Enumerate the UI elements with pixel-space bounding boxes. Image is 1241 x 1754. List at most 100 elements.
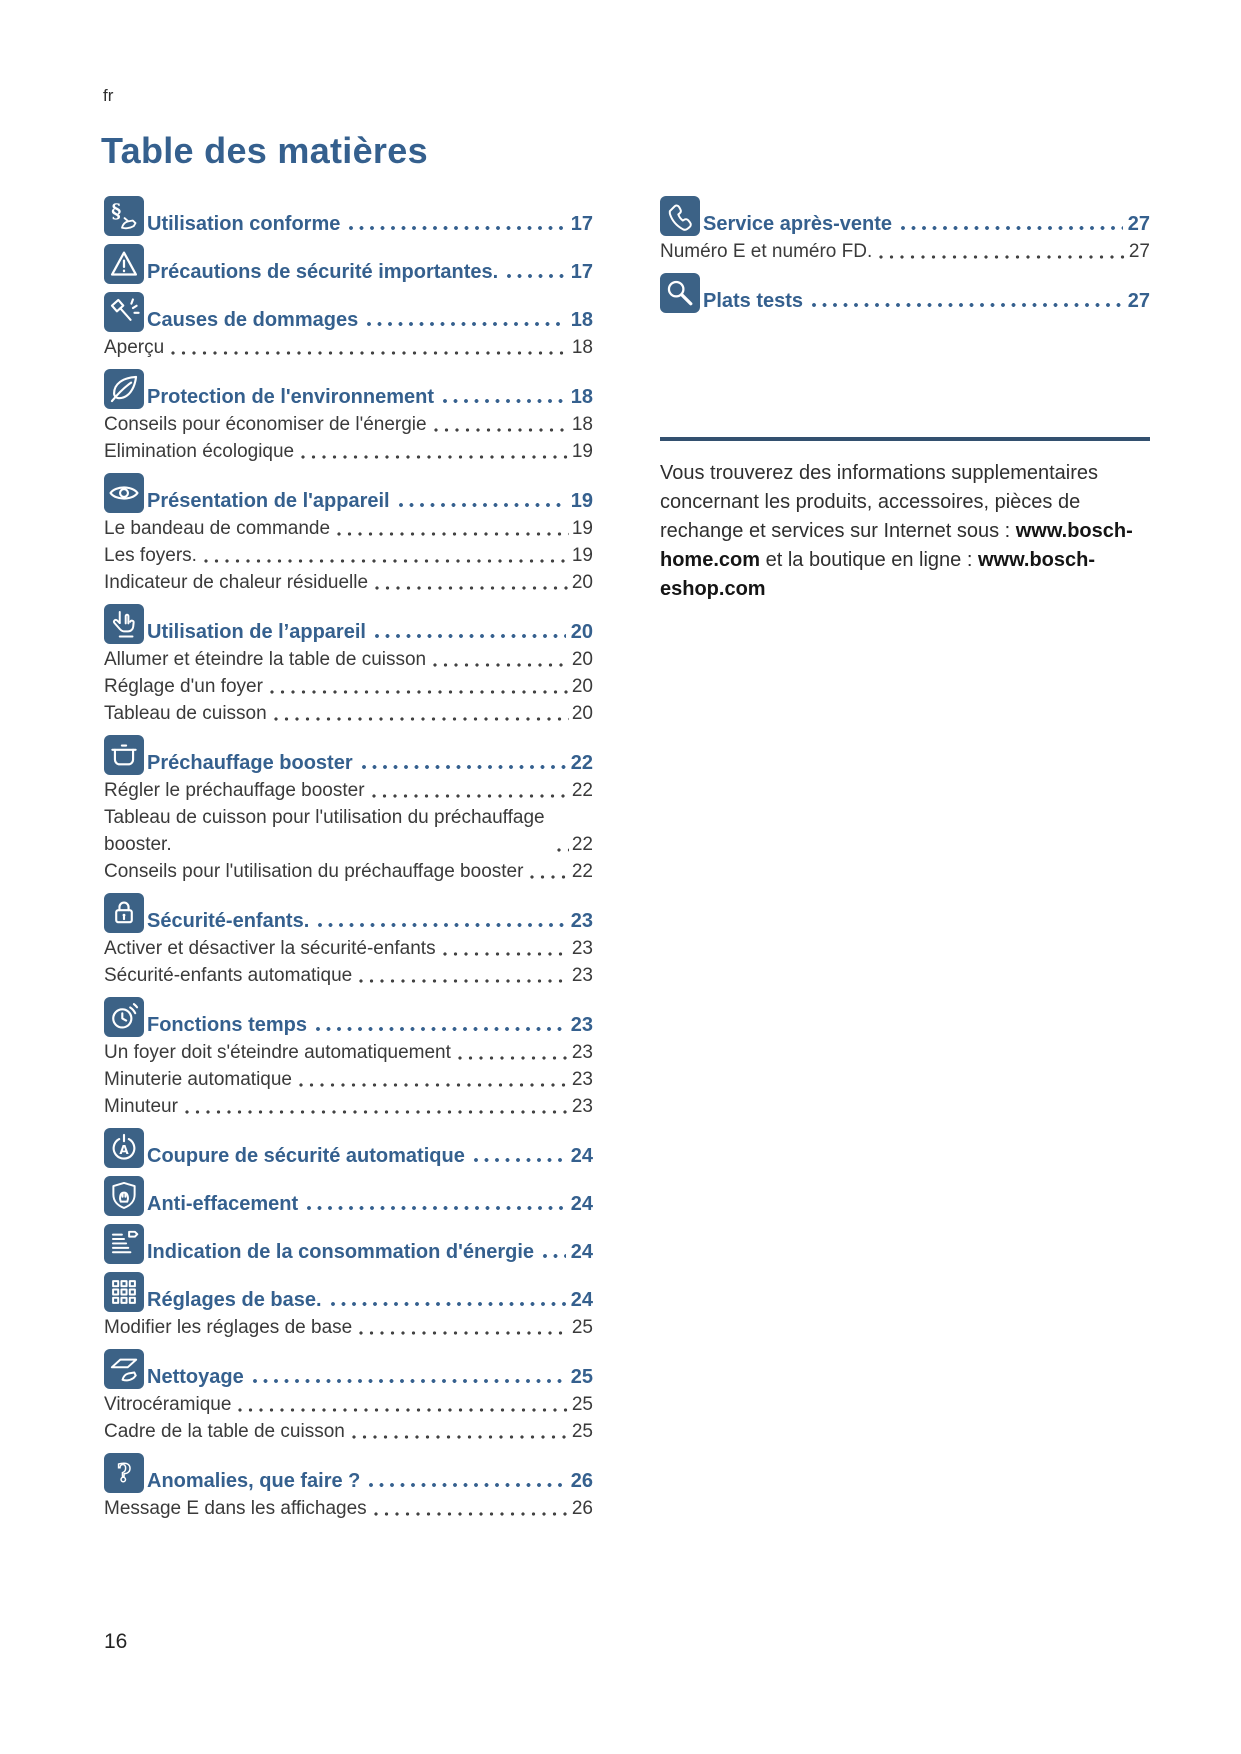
energy-bars-icon bbox=[104, 1224, 144, 1264]
toc-subentry-label: Réglage d'un foyer bbox=[104, 676, 263, 697]
toc-subentry: Réglage d'un foyer 20 bbox=[104, 673, 593, 700]
toc-section-heading: Présentation de l'appareil 19 bbox=[104, 473, 593, 513]
toc-section-title: Réglages de base. bbox=[147, 1289, 322, 1312]
toc-subentry: Activer et désactiver la sécurité-enfant… bbox=[104, 935, 593, 962]
toc-right-column: Service après-vente 27 Numéro E et numéro … bbox=[660, 196, 1150, 604]
dot-leader bbox=[316, 1026, 566, 1032]
toc-section: Utilisation de l’appareil 20 Allumer et ét… bbox=[104, 604, 593, 727]
dot-leader bbox=[433, 427, 569, 433]
toc-subentry-page: 20 bbox=[571, 676, 593, 697]
toc-section-page: 23 bbox=[570, 910, 593, 933]
info-url: www.bosch-home.com bbox=[660, 520, 1133, 571]
toc-subentry: Cadre de la table de cuisson 25 bbox=[104, 1418, 593, 1445]
toc-subentry-label: Minuteur bbox=[104, 1096, 178, 1117]
toc-section: Réglages de base. 24 Modifier les réglages… bbox=[104, 1272, 593, 1341]
info-text-segment: Vous trouverez des informations suppleme… bbox=[660, 462, 1099, 542]
dot-leader bbox=[349, 225, 566, 231]
question-troubleshooting-icon: ? bbox=[104, 1453, 144, 1493]
dot-leader bbox=[375, 585, 569, 591]
toc-subentry: Modifier les réglages de base 25 bbox=[104, 1314, 593, 1341]
dot-leader bbox=[374, 633, 566, 639]
language-code: fr bbox=[103, 86, 114, 105]
toc-subentry-page: 20 bbox=[571, 703, 593, 724]
toc-section-heading: Causes de dommages 18 bbox=[104, 292, 593, 332]
toc-subentry: Minuterie automatique 23 bbox=[104, 1066, 593, 1093]
toc-subentry-page: 19 bbox=[571, 545, 593, 566]
toc-section-page: 27 bbox=[1127, 213, 1150, 236]
toc-section-title: Présentation de l'appareil bbox=[147, 490, 390, 513]
dot-leader bbox=[273, 716, 569, 722]
hand-operation-icon bbox=[104, 604, 144, 644]
toc-section-heading: Plats tests 27 bbox=[660, 273, 1150, 313]
toc-section: Nettoyage 25 Vitrocéramique 25 Cadre de la t… bbox=[104, 1349, 593, 1445]
toc-section-page: 17 bbox=[570, 261, 593, 284]
padlock-childlock-icon bbox=[104, 893, 144, 933]
toc-section-page: 18 bbox=[570, 309, 593, 332]
toc-section-page: 24 bbox=[570, 1289, 593, 1312]
toc-subentry: Numéro E et numéro FD. 27 bbox=[660, 238, 1150, 265]
toc-section: Causes de dommages 18 Aperçu 18 bbox=[104, 292, 593, 361]
toc-subentry: Conseils pour l'utilisation du préchauff… bbox=[104, 858, 593, 885]
toc-section-heading: § Utilisation conforme 17 bbox=[104, 196, 593, 236]
toc-section-title: Préchauffage booster bbox=[147, 752, 353, 775]
toc-subentry-label: Un foyer doit s'éteindre automatiquement bbox=[104, 1042, 451, 1063]
dot-leader bbox=[457, 1055, 569, 1061]
toc-subentry: Régler le préchauffage booster 22 bbox=[104, 777, 593, 804]
dot-leader bbox=[433, 662, 569, 668]
toc-section-heading: ? Anomalies, que faire ? 26 bbox=[104, 1453, 593, 1493]
toc-section-page: 19 bbox=[570, 490, 593, 513]
phone-service-icon bbox=[660, 196, 700, 236]
toc-subentry-page: 25 bbox=[571, 1317, 593, 1338]
dot-leader bbox=[171, 350, 569, 356]
toc-section-title: Utilisation de l’appareil bbox=[147, 621, 366, 644]
toc-section-title: Anomalies, que faire ? bbox=[147, 1470, 361, 1493]
toc-section: Sécurité-enfants. 23 Activer et désactiver… bbox=[104, 893, 593, 989]
cloth-cleaning-icon bbox=[104, 1349, 144, 1389]
toc-section-heading: Utilisation de l’appareil 20 bbox=[104, 604, 593, 644]
dot-leader bbox=[442, 951, 569, 957]
toc-subentry: Aperçu 18 bbox=[104, 334, 593, 361]
toc-section-page: 23 bbox=[570, 1014, 593, 1037]
warning-icon bbox=[104, 244, 144, 284]
toc-subentry-page: 20 bbox=[571, 572, 593, 593]
dot-leader bbox=[269, 689, 569, 695]
dot-leader bbox=[307, 1205, 566, 1211]
toc-right-sections: Service après-vente 27 Numéro E et numéro … bbox=[660, 196, 1150, 313]
toc-subentry-page: 23 bbox=[571, 938, 593, 959]
toc-section-page: 27 bbox=[1127, 290, 1150, 313]
toc-subentry-page: 25 bbox=[571, 1421, 593, 1442]
toc-section: § Utilisation conforme 17 bbox=[104, 196, 593, 236]
toc-subentry: Les foyers. 19 bbox=[104, 542, 593, 569]
toc-subentry-label: Minuterie automatique bbox=[104, 1069, 292, 1090]
dot-leader bbox=[203, 558, 569, 564]
toc-section-heading: Protection de l'environnement 18 bbox=[104, 369, 593, 409]
dot-leader bbox=[473, 1157, 566, 1163]
svg-text:A: A bbox=[119, 1143, 129, 1157]
toc-subentry-page: 23 bbox=[571, 965, 593, 986]
toc-section-heading: A Coupure de sécurité automatique 24 bbox=[104, 1128, 593, 1168]
dot-leader bbox=[901, 225, 1123, 231]
toc-section-heading: Sécurité-enfants. 23 bbox=[104, 893, 593, 933]
toc-subentry-label: Message E dans les affichages bbox=[104, 1498, 367, 1519]
grid-settings-icon bbox=[104, 1272, 144, 1312]
toc-section-title: Anti-effacement bbox=[147, 1193, 299, 1216]
toc-subentry-label: Indicateur de chaleur résiduelle bbox=[104, 572, 369, 593]
toc-section-title: Nettoyage bbox=[147, 1366, 244, 1389]
toc-section-heading: Nettoyage 25 bbox=[104, 1349, 593, 1389]
toc-subentry-page: 19 bbox=[571, 441, 593, 462]
paragraph-hand-icon: § bbox=[104, 196, 144, 236]
info-url: www.bosch-eshop.com bbox=[660, 549, 1096, 600]
toc-subentry-page: 23 bbox=[571, 1042, 593, 1063]
dot-leader bbox=[337, 531, 569, 537]
toc-section-title: Coupure de sécurité automatique bbox=[147, 1145, 465, 1168]
toc-section-heading: Réglages de base. 24 bbox=[104, 1272, 593, 1312]
toc-section-heading: Indication de la consommation d'énergie 2… bbox=[104, 1224, 593, 1264]
info-paragraph: Vous trouverez des informations suppleme… bbox=[660, 459, 1150, 604]
dot-leader bbox=[351, 1434, 569, 1440]
toc-section: Protection de l'environnement 18 Conseils … bbox=[104, 369, 593, 465]
toc-subentry-label: Conseils pour l'utilisation du préchauff… bbox=[104, 861, 524, 882]
dot-leader bbox=[359, 1330, 569, 1336]
toc-subentry: Le bandeau de commande 19 bbox=[104, 515, 593, 542]
toc-subentry-label: Numéro E et numéro FD. bbox=[660, 241, 873, 262]
toc-section: Service après-vente 27 Numéro E et numéro … bbox=[660, 196, 1150, 265]
